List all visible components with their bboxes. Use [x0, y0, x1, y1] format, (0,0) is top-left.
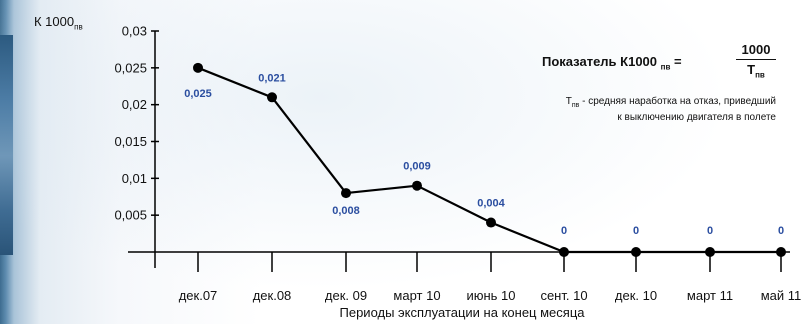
y-tick-label: 0,025: [114, 60, 147, 75]
formula-lhs: Показатель К1000 пв =: [542, 54, 682, 72]
x-tick-label: дек. 10: [615, 288, 657, 303]
data-point: [412, 180, 422, 191]
x-tick-label: май 11: [761, 288, 801, 303]
y-axis-label: К 1000пв: [34, 14, 83, 32]
data-label: 0,004: [477, 198, 505, 210]
x-tick-label: март 10: [393, 288, 440, 303]
note-line-1: - средняя наработка на отказ, приведший: [579, 96, 776, 107]
y-tick-label: 0,02: [122, 97, 147, 112]
formula-lhs-sub: пв: [660, 62, 671, 72]
data-point: [486, 217, 496, 228]
data-label: 0,025: [184, 88, 212, 100]
y-tick-label: 0,005: [114, 208, 147, 223]
left-photo-strip: [0, 35, 13, 255]
x-tick-label: март 11: [687, 288, 733, 303]
x-axis-title: Периоды эксплуатации на конец месяца: [340, 305, 586, 320]
formula-note: Тпв - средняя наработка на отказ, привед…: [470, 96, 776, 124]
formula-denominator-sub: пв: [755, 70, 765, 80]
x-tick-label: дек.07: [179, 288, 218, 303]
data-point: [776, 247, 786, 257]
data-label: 0: [561, 225, 567, 237]
note-symbol-main: Т: [565, 96, 572, 107]
x-tick-label: дек. 09: [325, 288, 367, 303]
formula-denominator-main: Т: [747, 62, 756, 77]
y-axis-label-sub: пв: [74, 22, 83, 32]
note-symbol-sub: пв: [571, 102, 580, 109]
x-tick-label: дек.08: [253, 288, 292, 303]
formula-fraction: 1000 Тпв: [736, 42, 776, 80]
data-point: [705, 247, 715, 257]
formula-lhs-main: Показатель К1000: [542, 54, 658, 69]
data-label: 0,021: [258, 72, 286, 84]
data-label: 0,008: [332, 205, 360, 217]
data-point: [193, 62, 203, 73]
x-tick-label: сент. 10: [540, 288, 587, 303]
y-tick-label: 0,015: [114, 134, 147, 149]
y-axis-label-main: К 1000: [34, 14, 75, 29]
data-label: 0: [778, 225, 784, 237]
formula-numerator: 1000: [736, 42, 776, 60]
formula-denominator: Тпв: [736, 60, 776, 80]
data-label: 0: [633, 225, 639, 237]
data-label: 0: [707, 225, 713, 237]
data-label: 0,009: [403, 161, 431, 173]
data-point: [341, 188, 351, 199]
data-point: [559, 247, 569, 257]
data-point: [267, 92, 277, 103]
data-point: [631, 247, 641, 257]
x-tick-label: июнь 10: [466, 288, 515, 303]
note-line-2: к выключению двигателя в полете: [617, 112, 776, 123]
y-tick-label: 0,03: [122, 24, 147, 39]
y-tick-label: 0,01: [122, 171, 147, 186]
formula-equals: =: [674, 54, 682, 69]
